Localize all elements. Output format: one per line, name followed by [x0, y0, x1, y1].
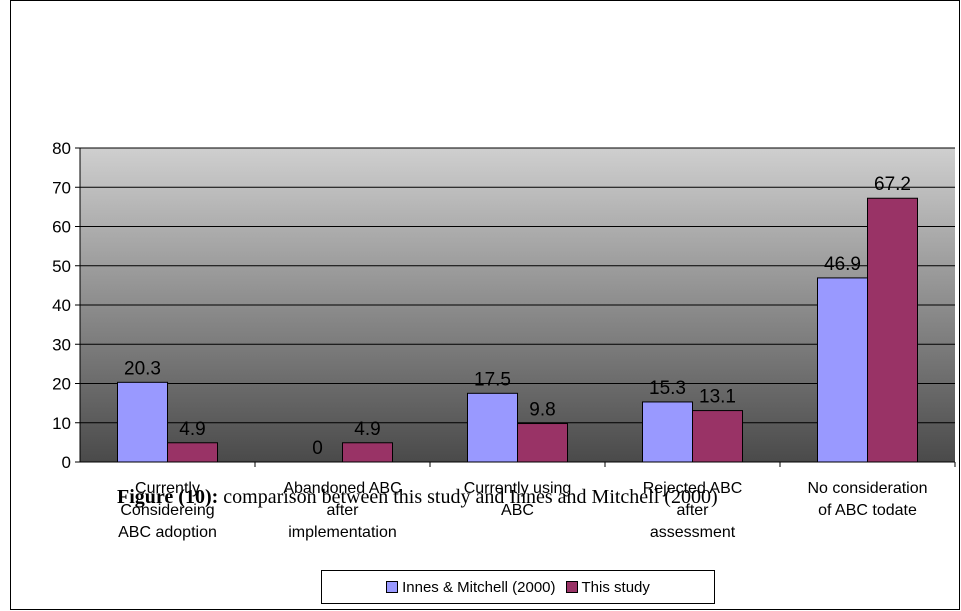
- y-tick-label: 20: [52, 375, 71, 394]
- x-tick-label: implementation: [288, 524, 397, 541]
- legend-swatch-series-1: [386, 581, 399, 593]
- bar-series-2: [692, 410, 743, 463]
- data-label: 0: [312, 438, 323, 459]
- legend-swatch-series-2: [565, 581, 578, 593]
- y-tick-label: 60: [52, 218, 71, 237]
- data-label: 4.9: [179, 419, 205, 440]
- x-tick-label: after: [676, 502, 709, 519]
- data-label: 13.1: [699, 387, 736, 408]
- y-axis-ticks: 0 10 20 30 40 50 60 70 80: [52, 139, 955, 472]
- x-tick-label: assessment: [650, 524, 736, 541]
- bar-series-1: [467, 392, 518, 463]
- x-tick-label: of ABC todate: [818, 502, 917, 519]
- x-tick-label: ABC adoption: [118, 524, 217, 541]
- y-tick-label: 80: [52, 139, 71, 158]
- bar-series-1: [642, 401, 693, 463]
- x-tick-label: Currently using: [464, 480, 572, 497]
- data-label: 9.8: [529, 400, 555, 421]
- data-label: 15.3: [649, 378, 686, 399]
- legend-item-series-2: This study: [565, 578, 650, 596]
- data-label: 17.5: [474, 369, 511, 390]
- data-labels: 20.3 4.9 0 4.9 17.5 9.8 15.3 13.1 46.9 67.2: [124, 174, 911, 459]
- y-tick-label: 50: [52, 257, 71, 276]
- data-label: 67.2: [874, 174, 911, 195]
- figure-caption: Figure (10): comparison between this stu…: [117, 486, 718, 509]
- x-tick-label: Rejected ABC: [643, 480, 743, 497]
- gridlines: [80, 147, 955, 463]
- bar-series-2: [867, 197, 918, 463]
- bar-series-1: [817, 277, 868, 463]
- bar-series-2: [517, 423, 568, 463]
- data-label: 4.9: [354, 419, 380, 440]
- x-axis-labels: Currently Considereing ABC adoption Abandon…: [118, 462, 956, 541]
- caption-text: comparison between this study and Innes …: [218, 486, 718, 508]
- data-label: 46.9: [824, 254, 861, 275]
- y-tick-label: 30: [52, 335, 71, 354]
- y-tick-label: 70: [52, 178, 71, 197]
- bar-series-2: [342, 442, 393, 463]
- x-tick-label: Considereing: [120, 502, 214, 519]
- x-tick-label: ABC: [501, 502, 534, 519]
- bar-series-2: [167, 442, 218, 463]
- x-tick-label: Currently: [135, 480, 200, 497]
- data-label: 20.3: [124, 358, 161, 379]
- x-tick-label: No consideration: [807, 480, 927, 497]
- legend-item-series-1: Innes & Mitchell (2000): [386, 578, 556, 596]
- x-tick-label: after: [326, 502, 359, 519]
- bars: [117, 197, 918, 463]
- y-tick-label: 10: [52, 414, 71, 433]
- legend: Innes & Mitchell (2000) This study: [321, 570, 715, 604]
- legend-label-series-2: This study: [581, 578, 650, 596]
- bar-series-1: [117, 381, 168, 463]
- y-tick-label: 0: [62, 453, 71, 472]
- legend-label-series-1: Innes & Mitchell (2000): [402, 578, 556, 596]
- y-tick-label: 40: [52, 296, 71, 315]
- x-tick-label: Abandoned ABC: [283, 480, 401, 497]
- caption-label: Figure (10):: [117, 486, 219, 508]
